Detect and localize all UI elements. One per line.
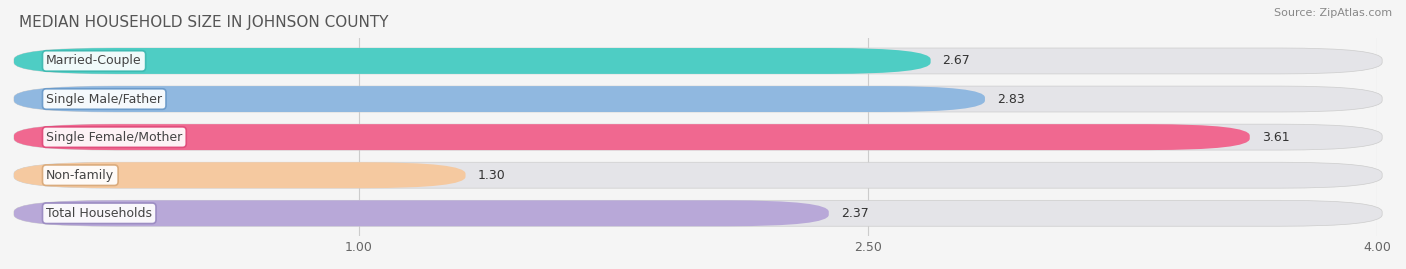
Text: 3.61: 3.61	[1261, 131, 1289, 144]
Text: MEDIAN HOUSEHOLD SIZE IN JOHNSON COUNTY: MEDIAN HOUSEHOLD SIZE IN JOHNSON COUNTY	[20, 15, 388, 30]
Text: Non-family: Non-family	[46, 169, 114, 182]
FancyBboxPatch shape	[14, 48, 1382, 74]
FancyBboxPatch shape	[14, 162, 465, 188]
Text: Source: ZipAtlas.com: Source: ZipAtlas.com	[1274, 8, 1392, 18]
Text: Single Female/Mother: Single Female/Mother	[46, 131, 183, 144]
Text: 2.67: 2.67	[942, 54, 970, 68]
FancyBboxPatch shape	[14, 86, 1382, 112]
FancyBboxPatch shape	[14, 86, 986, 112]
Text: Married-Couple: Married-Couple	[46, 54, 142, 68]
FancyBboxPatch shape	[14, 200, 1382, 226]
FancyBboxPatch shape	[14, 200, 828, 226]
FancyBboxPatch shape	[14, 162, 1382, 188]
Text: Single Male/Father: Single Male/Father	[46, 93, 162, 105]
FancyBboxPatch shape	[14, 124, 1250, 150]
FancyBboxPatch shape	[14, 124, 1382, 150]
Text: 2.83: 2.83	[997, 93, 1025, 105]
Text: 1.30: 1.30	[478, 169, 505, 182]
FancyBboxPatch shape	[14, 48, 931, 74]
Text: Total Households: Total Households	[46, 207, 152, 220]
Text: 2.37: 2.37	[841, 207, 869, 220]
